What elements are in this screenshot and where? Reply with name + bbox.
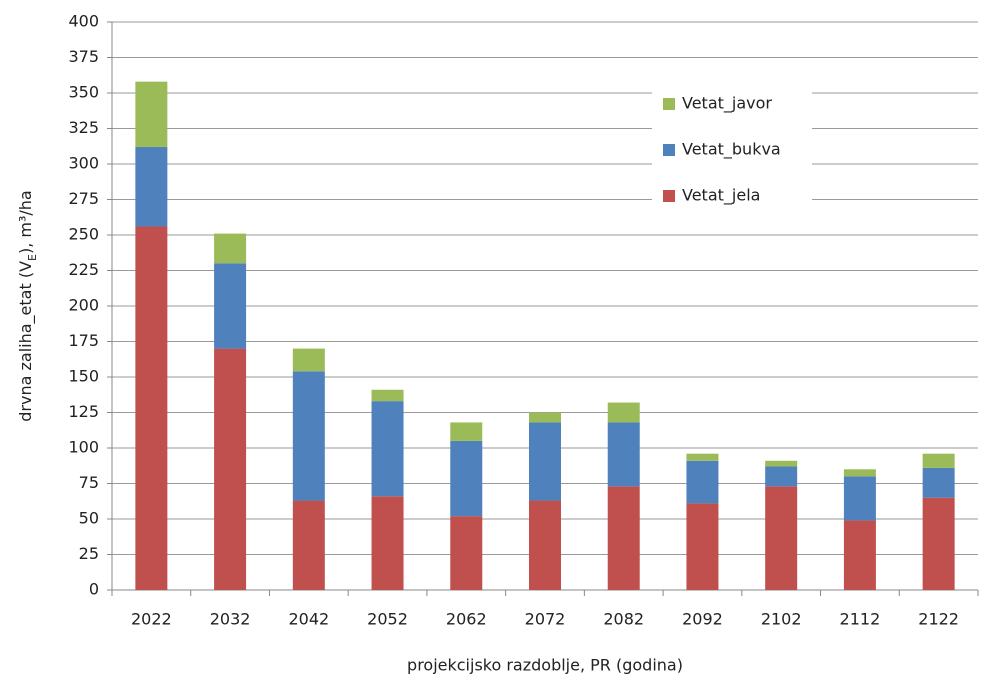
bar-segment bbox=[843, 520, 876, 590]
legend-box bbox=[652, 86, 812, 214]
y-tick-label: 225 bbox=[68, 260, 99, 279]
bar-segment bbox=[135, 81, 168, 147]
y-tick-label: 50 bbox=[79, 509, 99, 528]
y-tick-label: 175 bbox=[68, 331, 99, 350]
y-tick-label: 0 bbox=[89, 580, 99, 599]
y-tick-label: 300 bbox=[68, 154, 99, 173]
y-axis-label: drvna zaliha_etat (VE), m³/ha bbox=[16, 190, 39, 421]
x-tick-label: 2082 bbox=[603, 610, 644, 629]
bar-segment bbox=[686, 453, 719, 461]
bar-segment bbox=[292, 500, 325, 590]
y-tick-label: 25 bbox=[79, 544, 99, 563]
bar-segment bbox=[529, 500, 561, 590]
bar-segment bbox=[765, 460, 798, 467]
y-tick-label: 250 bbox=[68, 225, 99, 244]
y-tick-label: 150 bbox=[68, 367, 99, 386]
bar-segment bbox=[607, 422, 640, 487]
y-label-sub: E bbox=[26, 254, 39, 261]
y-tick-label: 200 bbox=[68, 296, 99, 315]
x-tick-label: 2062 bbox=[446, 610, 487, 629]
x-tick-label: 2022 bbox=[131, 610, 172, 629]
x-tick-label: 2042 bbox=[288, 610, 329, 629]
bar-segment bbox=[450, 440, 483, 517]
legend-label: Vetat_javor bbox=[682, 94, 772, 114]
bar-segment bbox=[371, 389, 404, 402]
bar-segment bbox=[371, 496, 404, 590]
bar-segment bbox=[765, 486, 798, 590]
y-tick-label: 350 bbox=[68, 83, 99, 102]
bar-segment bbox=[371, 401, 404, 497]
x-tick-label: 2072 bbox=[525, 610, 566, 629]
x-axis-label: projekcijsko razdoblje, PR (godina) bbox=[407, 656, 683, 675]
x-tick-label: 2112 bbox=[840, 610, 881, 629]
bar-segment bbox=[922, 497, 955, 590]
bar-segment bbox=[922, 467, 955, 498]
bar-segment bbox=[135, 146, 168, 227]
bar-segment bbox=[450, 422, 483, 441]
bar-segment bbox=[529, 422, 561, 501]
bar-segment bbox=[214, 263, 247, 349]
bar-segment bbox=[843, 476, 876, 521]
legend-swatch bbox=[663, 98, 675, 110]
bar-segment bbox=[922, 453, 955, 468]
legend-label: Vetat_bukva bbox=[682, 140, 781, 160]
bar-segment bbox=[450, 516, 483, 590]
bar-segment bbox=[214, 233, 247, 264]
bar-segment bbox=[292, 348, 325, 372]
y-tick-label: 100 bbox=[68, 438, 99, 457]
bar-segment bbox=[765, 466, 798, 487]
y-label-part: ), m³/ha bbox=[16, 190, 35, 254]
x-tick-label: 2032 bbox=[210, 610, 251, 629]
x-tick-label: 2052 bbox=[367, 610, 408, 629]
bar-segment bbox=[529, 412, 561, 423]
x-tick-label: 2092 bbox=[682, 610, 723, 629]
y-tick-label: 325 bbox=[68, 118, 99, 137]
y-tick-label: 75 bbox=[79, 473, 99, 492]
bar-segment bbox=[686, 503, 719, 590]
legend-label: Vetat_jela bbox=[682, 186, 760, 206]
y-tick-label: 125 bbox=[68, 402, 99, 421]
bar-segment bbox=[686, 460, 719, 504]
y-tick-label: 400 bbox=[68, 12, 99, 31]
x-tick-label: 2122 bbox=[918, 610, 959, 629]
x-tick-label: 2102 bbox=[761, 610, 802, 629]
bar-segment bbox=[607, 486, 640, 590]
bar-segment bbox=[843, 469, 876, 477]
bar-segment bbox=[607, 402, 640, 423]
y-tick-label: 275 bbox=[68, 189, 99, 208]
bar-segment bbox=[214, 348, 247, 590]
bar-segment bbox=[135, 226, 168, 591]
bar-segment bbox=[292, 371, 325, 501]
y-tick-label: 375 bbox=[68, 47, 99, 66]
legend-swatch bbox=[663, 144, 675, 156]
y-label-part: drvna zaliha_etat (V bbox=[16, 261, 36, 422]
legend-swatch bbox=[663, 190, 675, 202]
